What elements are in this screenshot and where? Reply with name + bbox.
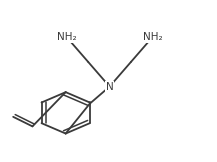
Text: NH₂: NH₂ — [57, 32, 77, 42]
Text: N: N — [106, 82, 113, 92]
Text: NH₂: NH₂ — [143, 32, 162, 42]
